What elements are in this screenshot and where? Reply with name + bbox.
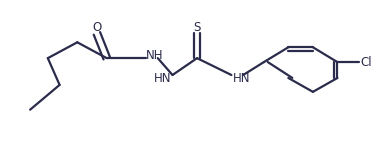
Text: HN: HN <box>232 72 250 86</box>
Text: S: S <box>193 21 201 34</box>
Text: Cl: Cl <box>360 56 372 69</box>
Text: O: O <box>92 21 101 34</box>
Text: NH: NH <box>146 49 163 62</box>
Text: HN: HN <box>154 72 171 86</box>
